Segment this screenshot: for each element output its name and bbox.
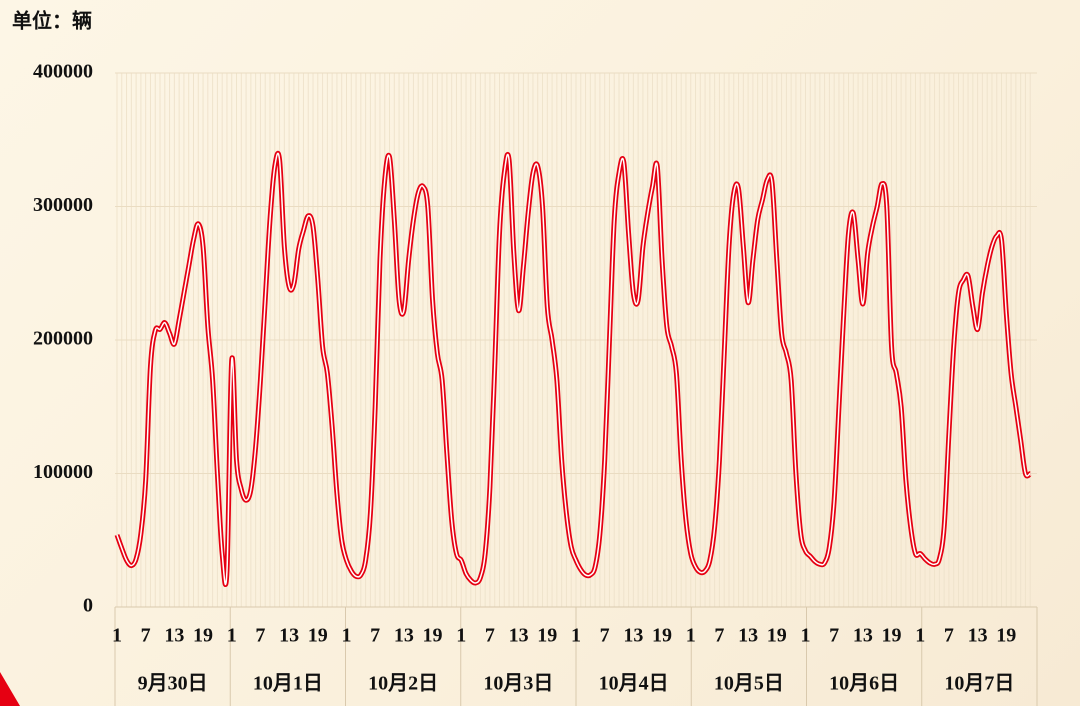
x-tick-label: 19 bbox=[652, 625, 672, 647]
x-tick-label: 13 bbox=[738, 625, 758, 647]
x-tick-label: 1 bbox=[800, 625, 810, 647]
x-tick-label: 1 bbox=[571, 625, 581, 647]
line-series bbox=[114, 150, 1032, 588]
x-tick-label: 13 bbox=[509, 625, 529, 647]
y-tick-label: 200000 bbox=[33, 328, 93, 350]
x-tick-label: 7 bbox=[714, 625, 724, 647]
x-tick-label: 1 bbox=[227, 625, 237, 647]
x-tick-label: 19 bbox=[767, 625, 787, 647]
x-tick-label: 19 bbox=[423, 625, 443, 647]
x-tick-label: 7 bbox=[600, 625, 610, 647]
x-tick-label: 1 bbox=[915, 625, 925, 647]
x-tick-label: 1 bbox=[112, 625, 122, 647]
group-label: 9月30日 bbox=[138, 673, 208, 695]
x-tick-label: 1 bbox=[456, 625, 466, 647]
group-label: 10月2日 bbox=[368, 673, 438, 695]
x-tick-label: 1 bbox=[341, 625, 351, 647]
x-tick-label: 19 bbox=[996, 625, 1016, 647]
unit-label: 单位：辆 bbox=[12, 9, 92, 33]
x-tick-label: 7 bbox=[370, 625, 380, 647]
y-tick-label: 300000 bbox=[33, 194, 93, 216]
x-tick-label: 13 bbox=[279, 625, 299, 647]
x-tick-label: 13 bbox=[164, 625, 184, 647]
line-series-inner bbox=[116, 152, 1031, 586]
corner-decoration bbox=[0, 672, 20, 706]
x-tick-label: 7 bbox=[255, 625, 265, 647]
x-tick-label: 7 bbox=[829, 625, 839, 647]
x-tick-label: 13 bbox=[394, 625, 414, 647]
x-tick-label: 13 bbox=[968, 625, 988, 647]
x-tick-label: 7 bbox=[485, 625, 495, 647]
y-tick-label: 0 bbox=[83, 595, 93, 617]
group-label: 10月5日 bbox=[714, 673, 784, 695]
x-tick-label: 19 bbox=[308, 625, 328, 647]
group-label: 10月3日 bbox=[483, 673, 553, 695]
x-tick-label: 13 bbox=[623, 625, 643, 647]
x-tick-label: 19 bbox=[537, 625, 557, 647]
y-tick-label: 100000 bbox=[33, 461, 93, 483]
x-tick-label: 13 bbox=[853, 625, 873, 647]
x-tick-label: 7 bbox=[141, 625, 151, 647]
x-tick-label: 7 bbox=[944, 625, 954, 647]
group-label: 10月6日 bbox=[829, 673, 899, 695]
x-tick-label: 1 bbox=[686, 625, 696, 647]
group-label: 10月1日 bbox=[253, 673, 323, 695]
y-tick-label: 400000 bbox=[33, 61, 93, 83]
group-label: 10月7日 bbox=[944, 673, 1014, 695]
group-label: 10月4日 bbox=[599, 673, 669, 695]
x-tick-label: 19 bbox=[882, 625, 902, 647]
x-tick-label: 19 bbox=[193, 625, 213, 647]
